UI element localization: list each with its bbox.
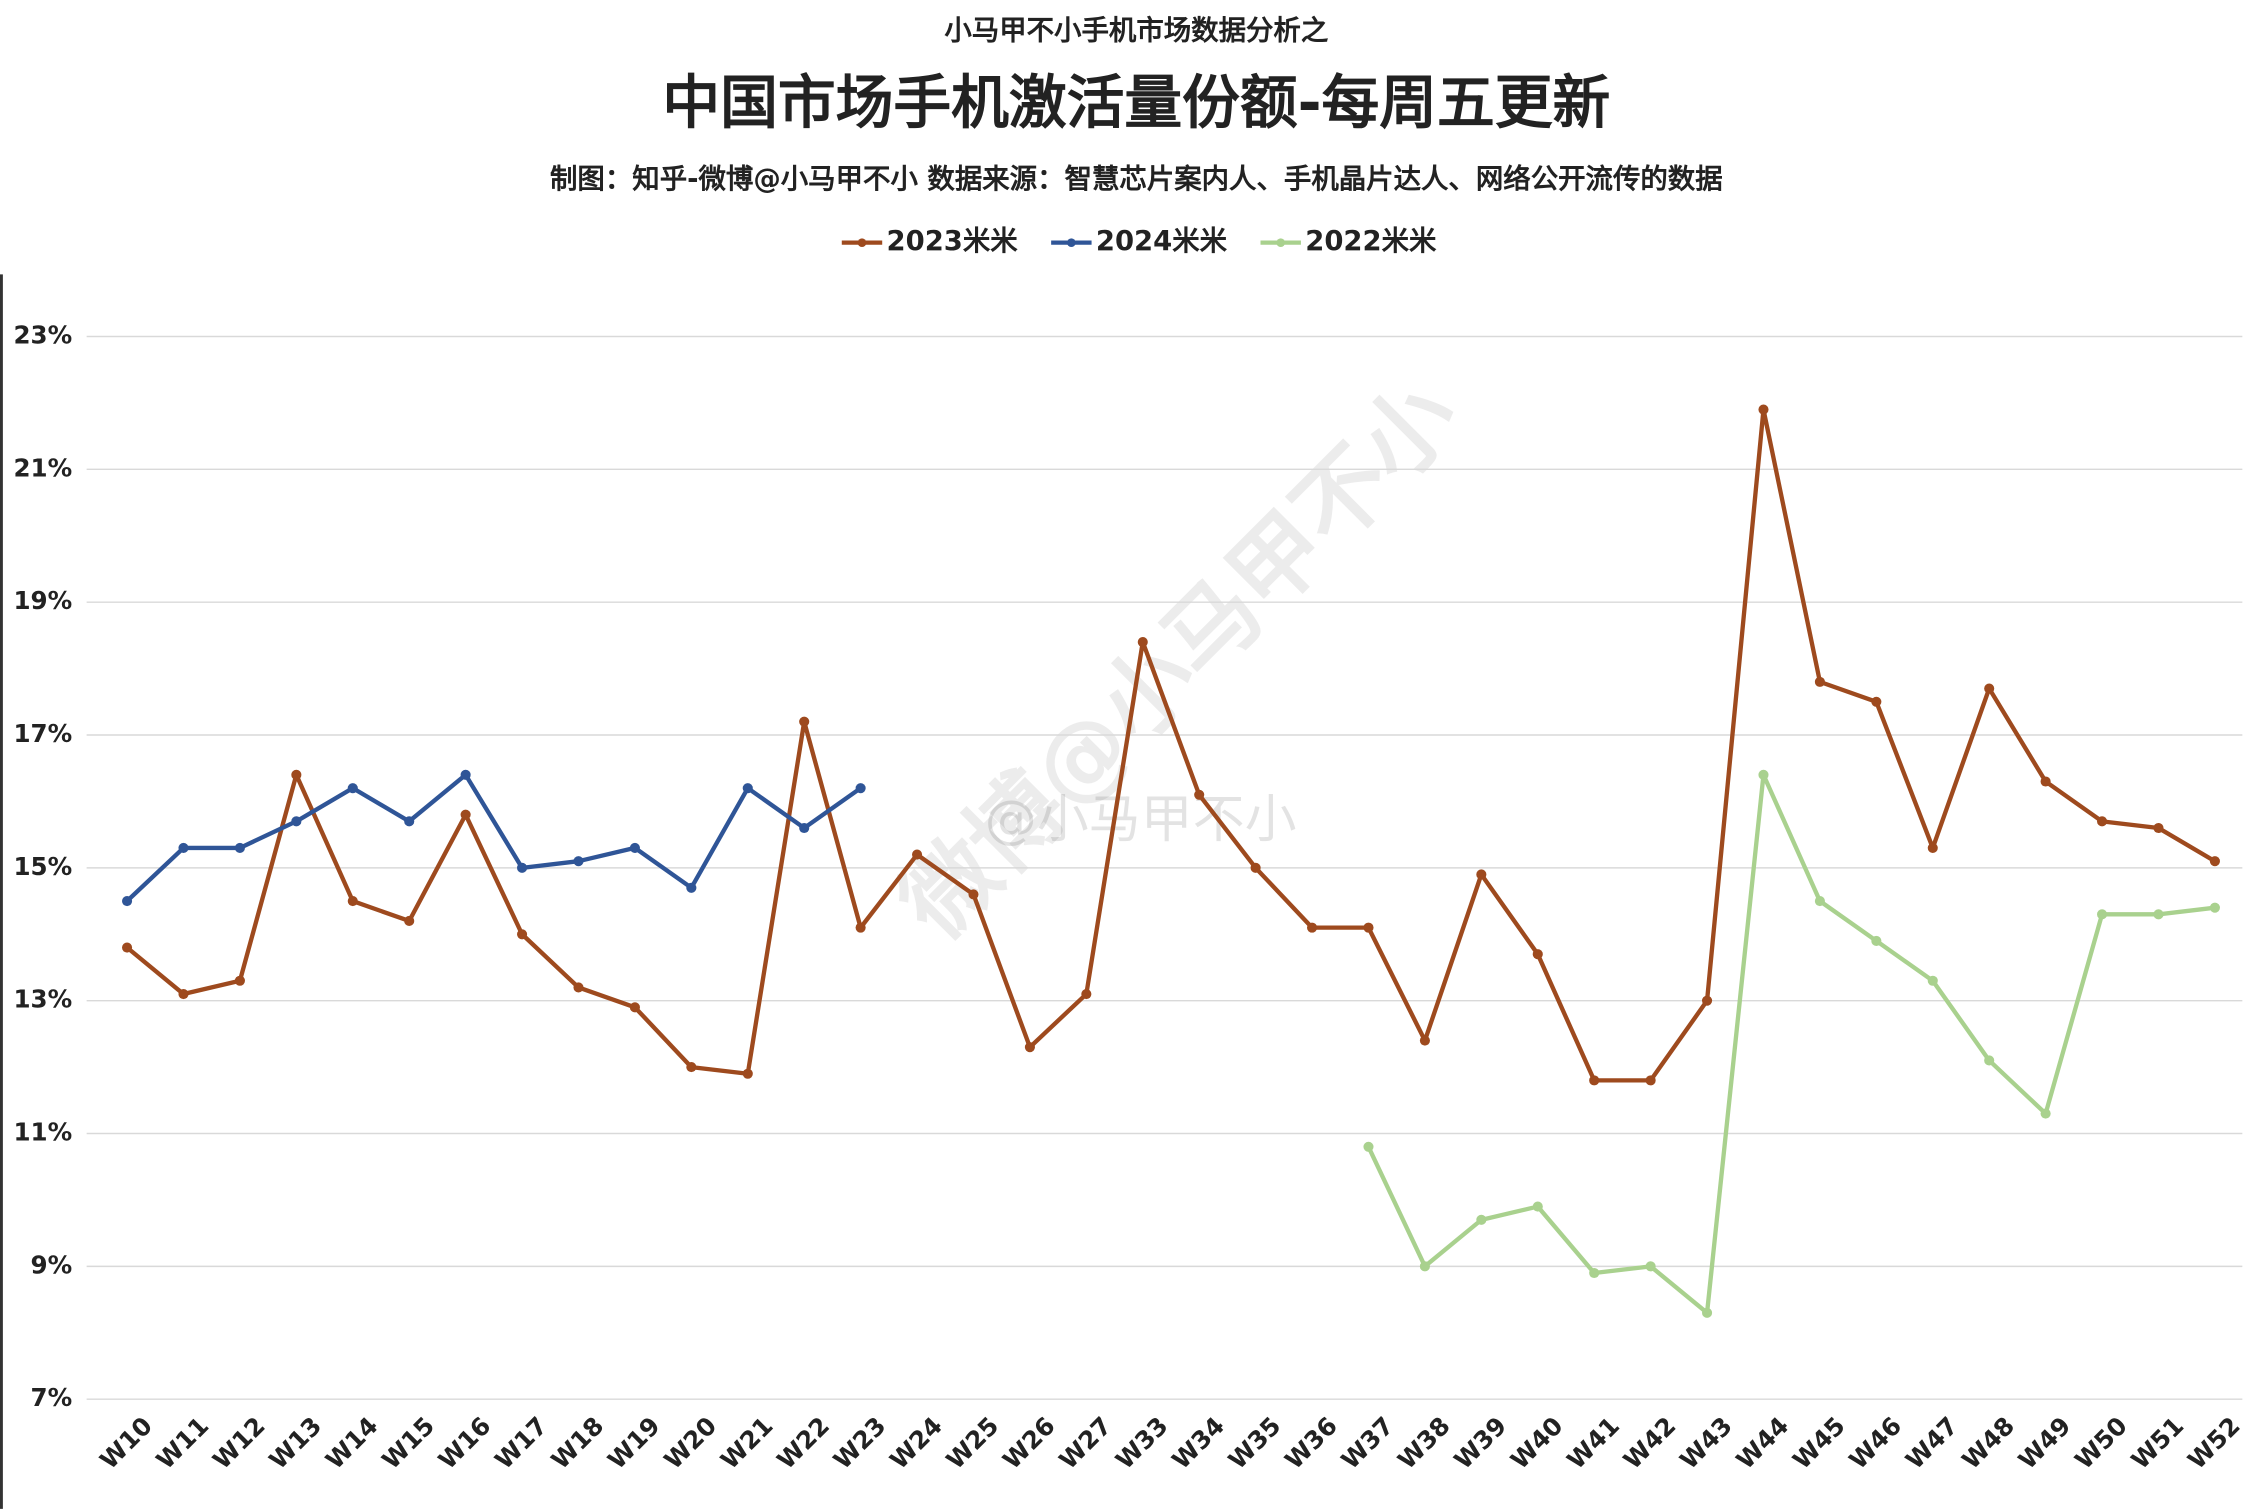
data-point	[2096, 909, 2108, 920]
data-point	[178, 842, 189, 853]
legend-marker	[857, 238, 867, 247]
data-point	[1701, 1307, 1713, 1318]
data-point	[1871, 696, 1882, 707]
data-point	[799, 822, 810, 834]
data-point	[2153, 822, 2164, 834]
data-point	[1250, 862, 1261, 873]
data-point	[1589, 1267, 1600, 1279]
y-tick-label: 7%	[31, 1383, 73, 1412]
subtitle: 制图：知乎-微博@小马甲不小 数据来源：智慧芯片案内人、手机晶片达人、网络公开流…	[550, 163, 1723, 195]
data-point	[855, 783, 866, 794]
data-point	[1758, 404, 1769, 415]
data-point	[1645, 1261, 1656, 1272]
data-point	[1081, 988, 1092, 1000]
data-point	[460, 769, 471, 780]
data-point	[404, 816, 415, 827]
data-point	[1984, 683, 1995, 694]
data-point	[1701, 995, 1713, 1006]
supertitle: 小马甲不小手机市场数据分析之	[944, 14, 1328, 46]
data-point	[1363, 1141, 1374, 1152]
data-point	[1194, 789, 1205, 800]
data-point	[122, 942, 133, 953]
data-point	[2153, 909, 2164, 920]
data-point	[855, 922, 866, 933]
data-point	[291, 816, 302, 827]
data-point	[1532, 1201, 1543, 1212]
y-tick-label: 15%	[13, 852, 72, 881]
data-point	[686, 1062, 697, 1073]
data-point	[629, 842, 640, 853]
data-point	[2040, 1108, 2051, 1119]
data-point	[1814, 896, 1825, 907]
data-point	[122, 896, 133, 907]
data-point	[1419, 1035, 1430, 1046]
data-point	[573, 982, 584, 993]
data-point	[742, 783, 753, 794]
data-point	[912, 849, 923, 860]
legend-marker	[1276, 238, 1286, 247]
data-point	[234, 842, 245, 853]
data-point	[234, 975, 245, 986]
data-point	[2209, 902, 2220, 913]
watermark: @小马甲不小	[985, 790, 1297, 850]
data-point	[404, 915, 415, 927]
data-point	[1476, 1214, 1487, 1225]
series-line	[125, 772, 862, 903]
data-point	[1476, 869, 1487, 880]
data-point	[1927, 842, 1938, 853]
data-point	[178, 988, 189, 1000]
data-point	[1307, 922, 1318, 933]
data-point	[573, 856, 584, 867]
data-point	[742, 1068, 753, 1079]
data-point	[460, 809, 471, 820]
data-point	[799, 716, 810, 727]
y-tick-label: 23%	[13, 320, 72, 349]
data-point	[1363, 922, 1374, 933]
data-point	[1532, 949, 1543, 960]
chart-title: 中国市场手机激活量份额-每周五更新	[662, 69, 1610, 137]
data-point	[517, 929, 528, 940]
data-point	[347, 896, 358, 907]
y-tick-label: 17%	[13, 719, 72, 748]
data-point	[686, 882, 697, 893]
data-point	[1137, 636, 1148, 648]
data-point	[629, 1002, 640, 1013]
data-point	[1645, 1075, 1656, 1086]
data-point	[2040, 776, 2051, 787]
data-point	[1024, 1042, 1035, 1053]
series-line	[1366, 772, 2216, 1316]
y-tick-label: 9%	[31, 1250, 73, 1279]
data-point	[2209, 856, 2220, 867]
data-point	[1984, 1055, 1995, 1066]
legend-label: 2024米米	[1096, 226, 1228, 257]
data-point	[1927, 975, 1938, 986]
data-point	[2096, 816, 2108, 827]
data-point	[517, 862, 528, 873]
y-tick-label: 21%	[13, 453, 72, 482]
data-point	[347, 783, 358, 794]
legend-marker	[1067, 238, 1076, 247]
y-tick-label: 11%	[13, 1118, 72, 1147]
data-point	[1758, 769, 1769, 780]
y-tick-label: 19%	[13, 586, 72, 615]
data-point	[1814, 676, 1825, 687]
data-point	[1589, 1075, 1600, 1086]
data-point	[968, 889, 979, 900]
legend-label: 2023米米	[887, 226, 1019, 257]
data-point	[291, 769, 302, 780]
series-line	[125, 407, 2217, 1083]
legend-label: 2022米米	[1305, 226, 1437, 257]
y-tick-label: 13%	[13, 985, 72, 1014]
data-point	[1419, 1261, 1430, 1272]
data-point	[1871, 935, 1882, 946]
